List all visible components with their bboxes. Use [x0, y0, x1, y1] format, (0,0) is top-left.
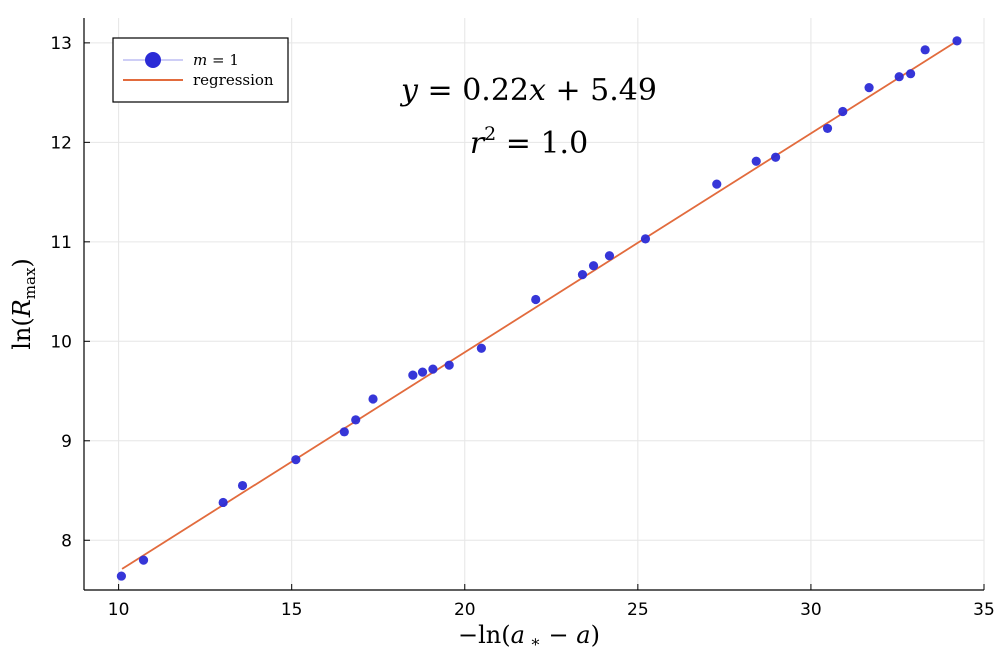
data-point — [368, 394, 378, 404]
y-tick-label: 12 — [50, 133, 72, 153]
data-point — [408, 370, 418, 380]
r-squared-annotation: r2 = 1.0 — [470, 123, 588, 161]
data-point — [476, 343, 486, 353]
y-tick-label: 11 — [50, 233, 72, 253]
data-point — [640, 234, 651, 244]
data-point — [864, 83, 874, 93]
data-point — [339, 427, 349, 437]
data-point — [920, 45, 930, 55]
data-point — [428, 364, 438, 374]
data-point — [894, 72, 904, 82]
y-tick-label: 10 — [50, 332, 72, 352]
y-axis-label: ln(Rmax) — [8, 258, 39, 350]
legend-box — [112, 37, 289, 103]
data-point — [444, 360, 454, 370]
axes — [83, 18, 984, 591]
data-point — [906, 69, 916, 79]
x-tick-label: 30 — [800, 600, 822, 620]
regression-line-group — [121, 40, 957, 570]
data-point — [771, 152, 781, 162]
data-point — [351, 415, 361, 425]
equation-annotation: y = 0.22x + 5.49 — [399, 73, 657, 108]
data-point — [588, 261, 599, 271]
x-tick-label: 20 — [454, 600, 476, 620]
data-point — [577, 270, 588, 280]
legend: m = 1 regression — [112, 37, 289, 103]
y-tick-label: 8 — [61, 531, 72, 551]
y-tick-label: 9 — [61, 432, 72, 452]
data-points — [116, 36, 962, 581]
legend-label-m1: m = 1 — [193, 51, 239, 69]
data-point — [291, 455, 301, 465]
data-point — [116, 571, 126, 581]
data-point — [237, 480, 248, 491]
data-point — [952, 36, 962, 46]
data-point — [218, 497, 228, 508]
legend-marker — [145, 52, 161, 68]
data-point — [751, 156, 761, 166]
x-tick-label: 15 — [281, 600, 303, 620]
y-ticks: 8 9 10 11 12 13 — [50, 34, 90, 551]
x-ticks: 10 15 20 25 30 35 — [108, 584, 995, 620]
x-axis-label: −ln(a ∗ − a) — [458, 621, 600, 651]
data-point — [604, 251, 615, 261]
data-point — [138, 555, 149, 565]
y-tick-label: 13 — [50, 34, 72, 54]
legend-label-regression: regression — [193, 71, 274, 89]
data-point — [531, 294, 541, 305]
data-point — [822, 123, 833, 134]
data-point — [838, 106, 848, 117]
x-tick-label: 35 — [973, 600, 995, 620]
data-point — [712, 179, 722, 189]
x-tick-label: 10 — [108, 600, 130, 620]
x-tick-label: 25 — [627, 600, 649, 620]
regression-line — [121, 40, 957, 570]
data-point — [417, 367, 428, 377]
